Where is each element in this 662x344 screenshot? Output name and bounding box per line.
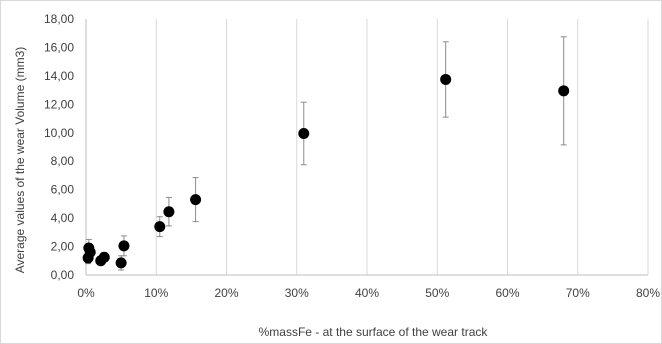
x-axis-tick-labels: 0% 10% 20% 30% 40% 50% 60% 70% 80% <box>77 286 660 300</box>
data-point <box>115 257 127 269</box>
data-point <box>118 240 130 252</box>
data-points <box>82 73 570 269</box>
axes <box>85 19 648 276</box>
x-axis-title: %massFe - at the surface of the wear tra… <box>259 325 489 339</box>
y-axis-tick-labels: 0,00 2,00 4,00 6,00 8,00 10,00 12,00 14,00 16,00… <box>44 12 74 282</box>
x-tick-label: 10% <box>144 286 168 300</box>
x-tick-label: 70% <box>566 286 590 300</box>
y-tick-label: 18,00 <box>44 12 74 26</box>
x-tick-label: 20% <box>214 286 238 300</box>
y-tick-label: 4,00 <box>51 211 75 225</box>
y-axis-title: Average values of the wear Volume (mm3) <box>13 47 27 274</box>
x-tick-label: 60% <box>495 286 519 300</box>
data-point <box>558 85 570 97</box>
y-tick-label: 6,00 <box>51 183 75 197</box>
vertical-gridlines <box>155 19 649 275</box>
y-tick-label: 14,00 <box>44 69 74 83</box>
data-point <box>163 206 175 218</box>
data-point <box>98 251 110 263</box>
data-point <box>298 127 310 139</box>
x-tick-label: 80% <box>636 286 660 300</box>
data-point <box>190 194 202 206</box>
x-tick-label: 30% <box>285 286 309 300</box>
data-point <box>154 221 166 233</box>
x-tick-label: 50% <box>425 286 449 300</box>
y-tick-label: 10,00 <box>44 126 74 140</box>
data-point <box>84 246 96 258</box>
y-tick-label: 8,00 <box>51 154 75 168</box>
y-tick-label: 12,00 <box>44 97 74 111</box>
y-tick-label: 2,00 <box>51 240 75 254</box>
x-tick-label: 40% <box>355 286 379 300</box>
data-point <box>440 73 452 85</box>
x-tick-label: 0% <box>77 286 95 300</box>
y-tick-label: 16,00 <box>44 40 74 54</box>
y-tick-label: 0,00 <box>51 268 75 282</box>
